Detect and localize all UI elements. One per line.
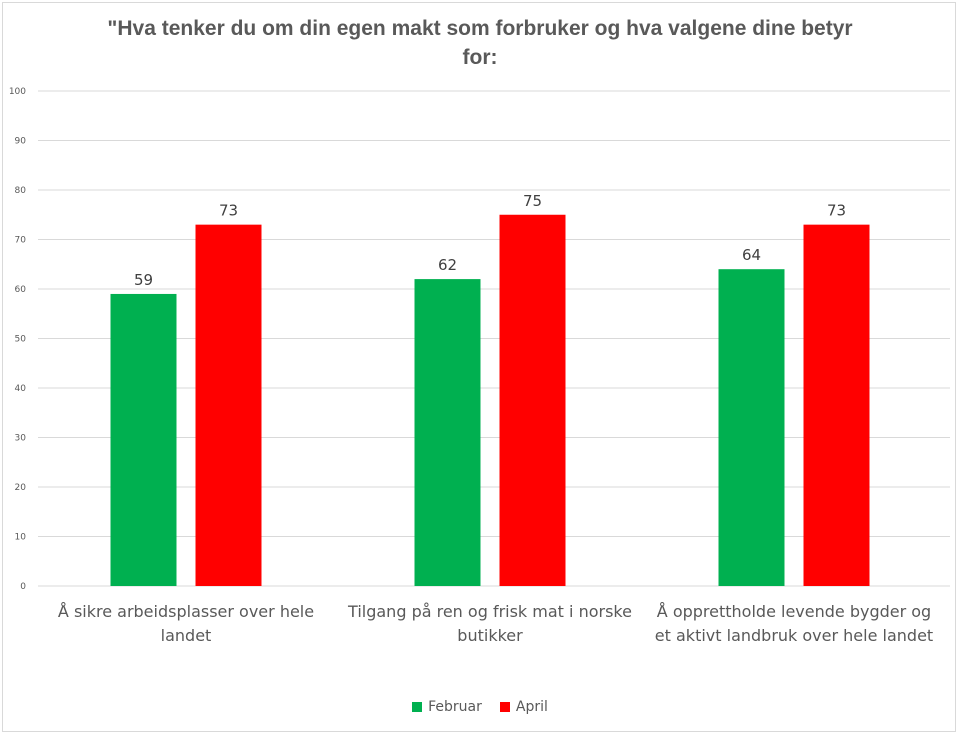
y-tick-label: 50 — [15, 335, 27, 345]
legend-swatch — [499, 702, 510, 712]
y-tick-label: 30 — [15, 434, 27, 444]
y-tick-label: 0 — [20, 582, 26, 592]
legend-label: Februar — [428, 699, 482, 715]
y-tick-label: 40 — [15, 384, 27, 394]
bar-april — [195, 224, 262, 586]
x-category-label: Tilgang på ren og frisk mat i norske but… — [348, 602, 632, 645]
x-category-label: Å opprettholde levende bygder og et akti… — [654, 602, 934, 645]
y-tick-label: 100 — [9, 87, 26, 97]
bar-februar — [718, 269, 785, 586]
y-tick-label: 80 — [15, 186, 27, 196]
legend-swatch — [412, 702, 423, 712]
bar-april — [803, 224, 870, 586]
y-tick-label: 10 — [15, 533, 27, 543]
x-category-label: Å sikre arbeidsplasser over hele landet — [57, 602, 315, 645]
data-label: 64 — [742, 246, 761, 264]
legend-item: April — [499, 699, 548, 715]
data-label: 59 — [134, 271, 153, 289]
bar-februar — [414, 279, 481, 586]
data-label: 62 — [438, 256, 457, 274]
data-label: 73 — [219, 202, 238, 220]
y-tick-label: 70 — [15, 236, 27, 246]
legend-item: Februar — [412, 699, 482, 715]
data-label: 75 — [523, 192, 542, 210]
y-tick-label: 20 — [15, 483, 27, 493]
data-label: 73 — [827, 202, 846, 220]
bar-februar — [110, 293, 177, 586]
legend-label: April — [515, 699, 548, 715]
legend: Februar April — [0, 699, 960, 715]
y-tick-label: 90 — [15, 137, 27, 147]
y-tick-label: 60 — [15, 285, 27, 295]
bar-april — [499, 214, 566, 586]
chart-title: "Hva tenker du om din egen makt som forb… — [107, 17, 853, 69]
